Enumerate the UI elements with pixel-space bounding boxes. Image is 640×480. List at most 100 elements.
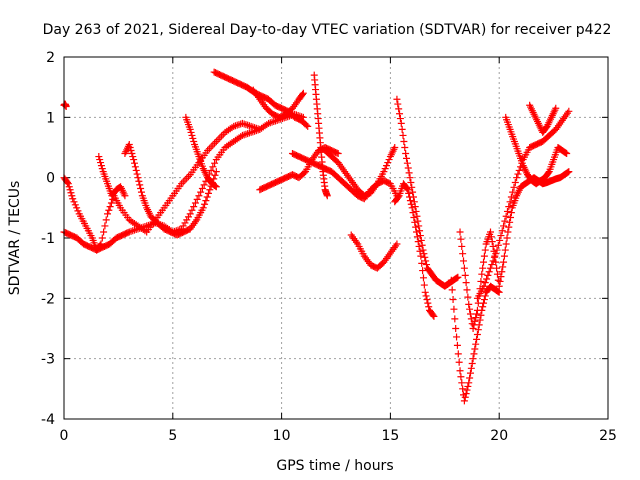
data-point: [461, 393, 469, 401]
data-point: [473, 306, 481, 314]
data-point: [510, 183, 518, 191]
data-point: [415, 222, 423, 230]
data-point: [501, 217, 509, 225]
data-point: [69, 195, 77, 203]
data-point: [460, 257, 468, 265]
data-point: [497, 232, 505, 240]
data-point: [245, 122, 253, 130]
x-tick-label: 0: [60, 428, 69, 444]
data-point: [515, 166, 523, 174]
data-point: [211, 171, 219, 179]
data-point: [96, 156, 104, 164]
data-point: [486, 264, 494, 272]
data-point: [505, 223, 513, 231]
data-point: [496, 277, 504, 285]
plot-frame: [63, 56, 609, 420]
data-point: [563, 150, 571, 158]
data-point: [102, 216, 110, 224]
data-point: [410, 213, 418, 221]
y-tick-label: 2: [46, 50, 55, 66]
series-track-o: [447, 276, 503, 405]
data-point: [206, 186, 214, 194]
series-track-n: [391, 180, 438, 320]
data-point: [131, 159, 139, 167]
data-point: [128, 150, 136, 158]
data-point: [202, 197, 210, 205]
data-point: [404, 186, 412, 194]
data-point: [190, 203, 198, 211]
data-point: [396, 110, 404, 118]
data-point: [502, 240, 510, 248]
series-track-r: [502, 113, 571, 188]
data-point: [98, 165, 106, 173]
data-point: [419, 274, 427, 282]
data-point: [405, 169, 413, 177]
data-point: [460, 397, 468, 405]
data-point: [242, 121, 250, 129]
data-point: [413, 233, 421, 241]
data-point: [423, 296, 431, 304]
data-point: [397, 119, 405, 127]
data-point: [504, 228, 512, 236]
data-point: [483, 275, 491, 283]
data-point: [65, 183, 73, 191]
y-tick-label: 1: [46, 110, 55, 126]
data-point: [416, 227, 424, 235]
data-point: [495, 282, 503, 290]
data-point: [565, 168, 573, 176]
data-markers: [60, 68, 573, 405]
data-point: [381, 165, 389, 173]
data-point: [463, 286, 471, 294]
data-point: [207, 166, 215, 174]
data-point: [451, 315, 459, 323]
data-point: [405, 189, 413, 197]
data-point: [199, 204, 207, 212]
data-point: [463, 386, 471, 394]
y-tick-label: -2: [41, 291, 55, 307]
data-point: [464, 293, 472, 301]
data-point: [416, 247, 424, 255]
data-point: [498, 268, 506, 276]
data-point: [400, 137, 408, 145]
data-point: [480, 296, 488, 304]
data-point: [496, 236, 504, 244]
data-point: [500, 252, 508, 260]
data-point: [493, 246, 501, 254]
series-track-t: [60, 100, 70, 110]
data-point: [404, 164, 412, 172]
data-point: [134, 174, 142, 182]
data-point: [133, 170, 141, 178]
data-point: [565, 107, 573, 115]
data-point: [244, 130, 252, 138]
data-point: [247, 128, 255, 136]
data-point: [413, 228, 421, 236]
data-point: [186, 125, 194, 133]
data-point: [506, 218, 514, 226]
data-point: [137, 185, 145, 193]
data-point: [66, 186, 74, 194]
data-point: [131, 163, 139, 171]
data-point: [454, 273, 462, 281]
series-track-k: [321, 144, 399, 200]
data-point: [401, 144, 409, 151]
data-point: [494, 241, 502, 249]
data-point: [412, 207, 420, 215]
data-point: [474, 299, 482, 307]
data-point: [411, 218, 419, 226]
data-point: [458, 379, 466, 387]
data-point: [448, 286, 456, 294]
data-point: [489, 257, 497, 265]
data-point: [74, 207, 82, 215]
data-point: [509, 188, 517, 196]
data-point: [544, 169, 552, 177]
data-point: [183, 174, 191, 182]
data-point: [406, 174, 414, 182]
data-point: [514, 170, 522, 178]
data-point: [480, 258, 488, 266]
data-point: [456, 228, 464, 236]
data-point: [421, 253, 429, 261]
data-point: [507, 213, 515, 221]
data-point: [489, 242, 497, 250]
data-point: [511, 178, 519, 186]
